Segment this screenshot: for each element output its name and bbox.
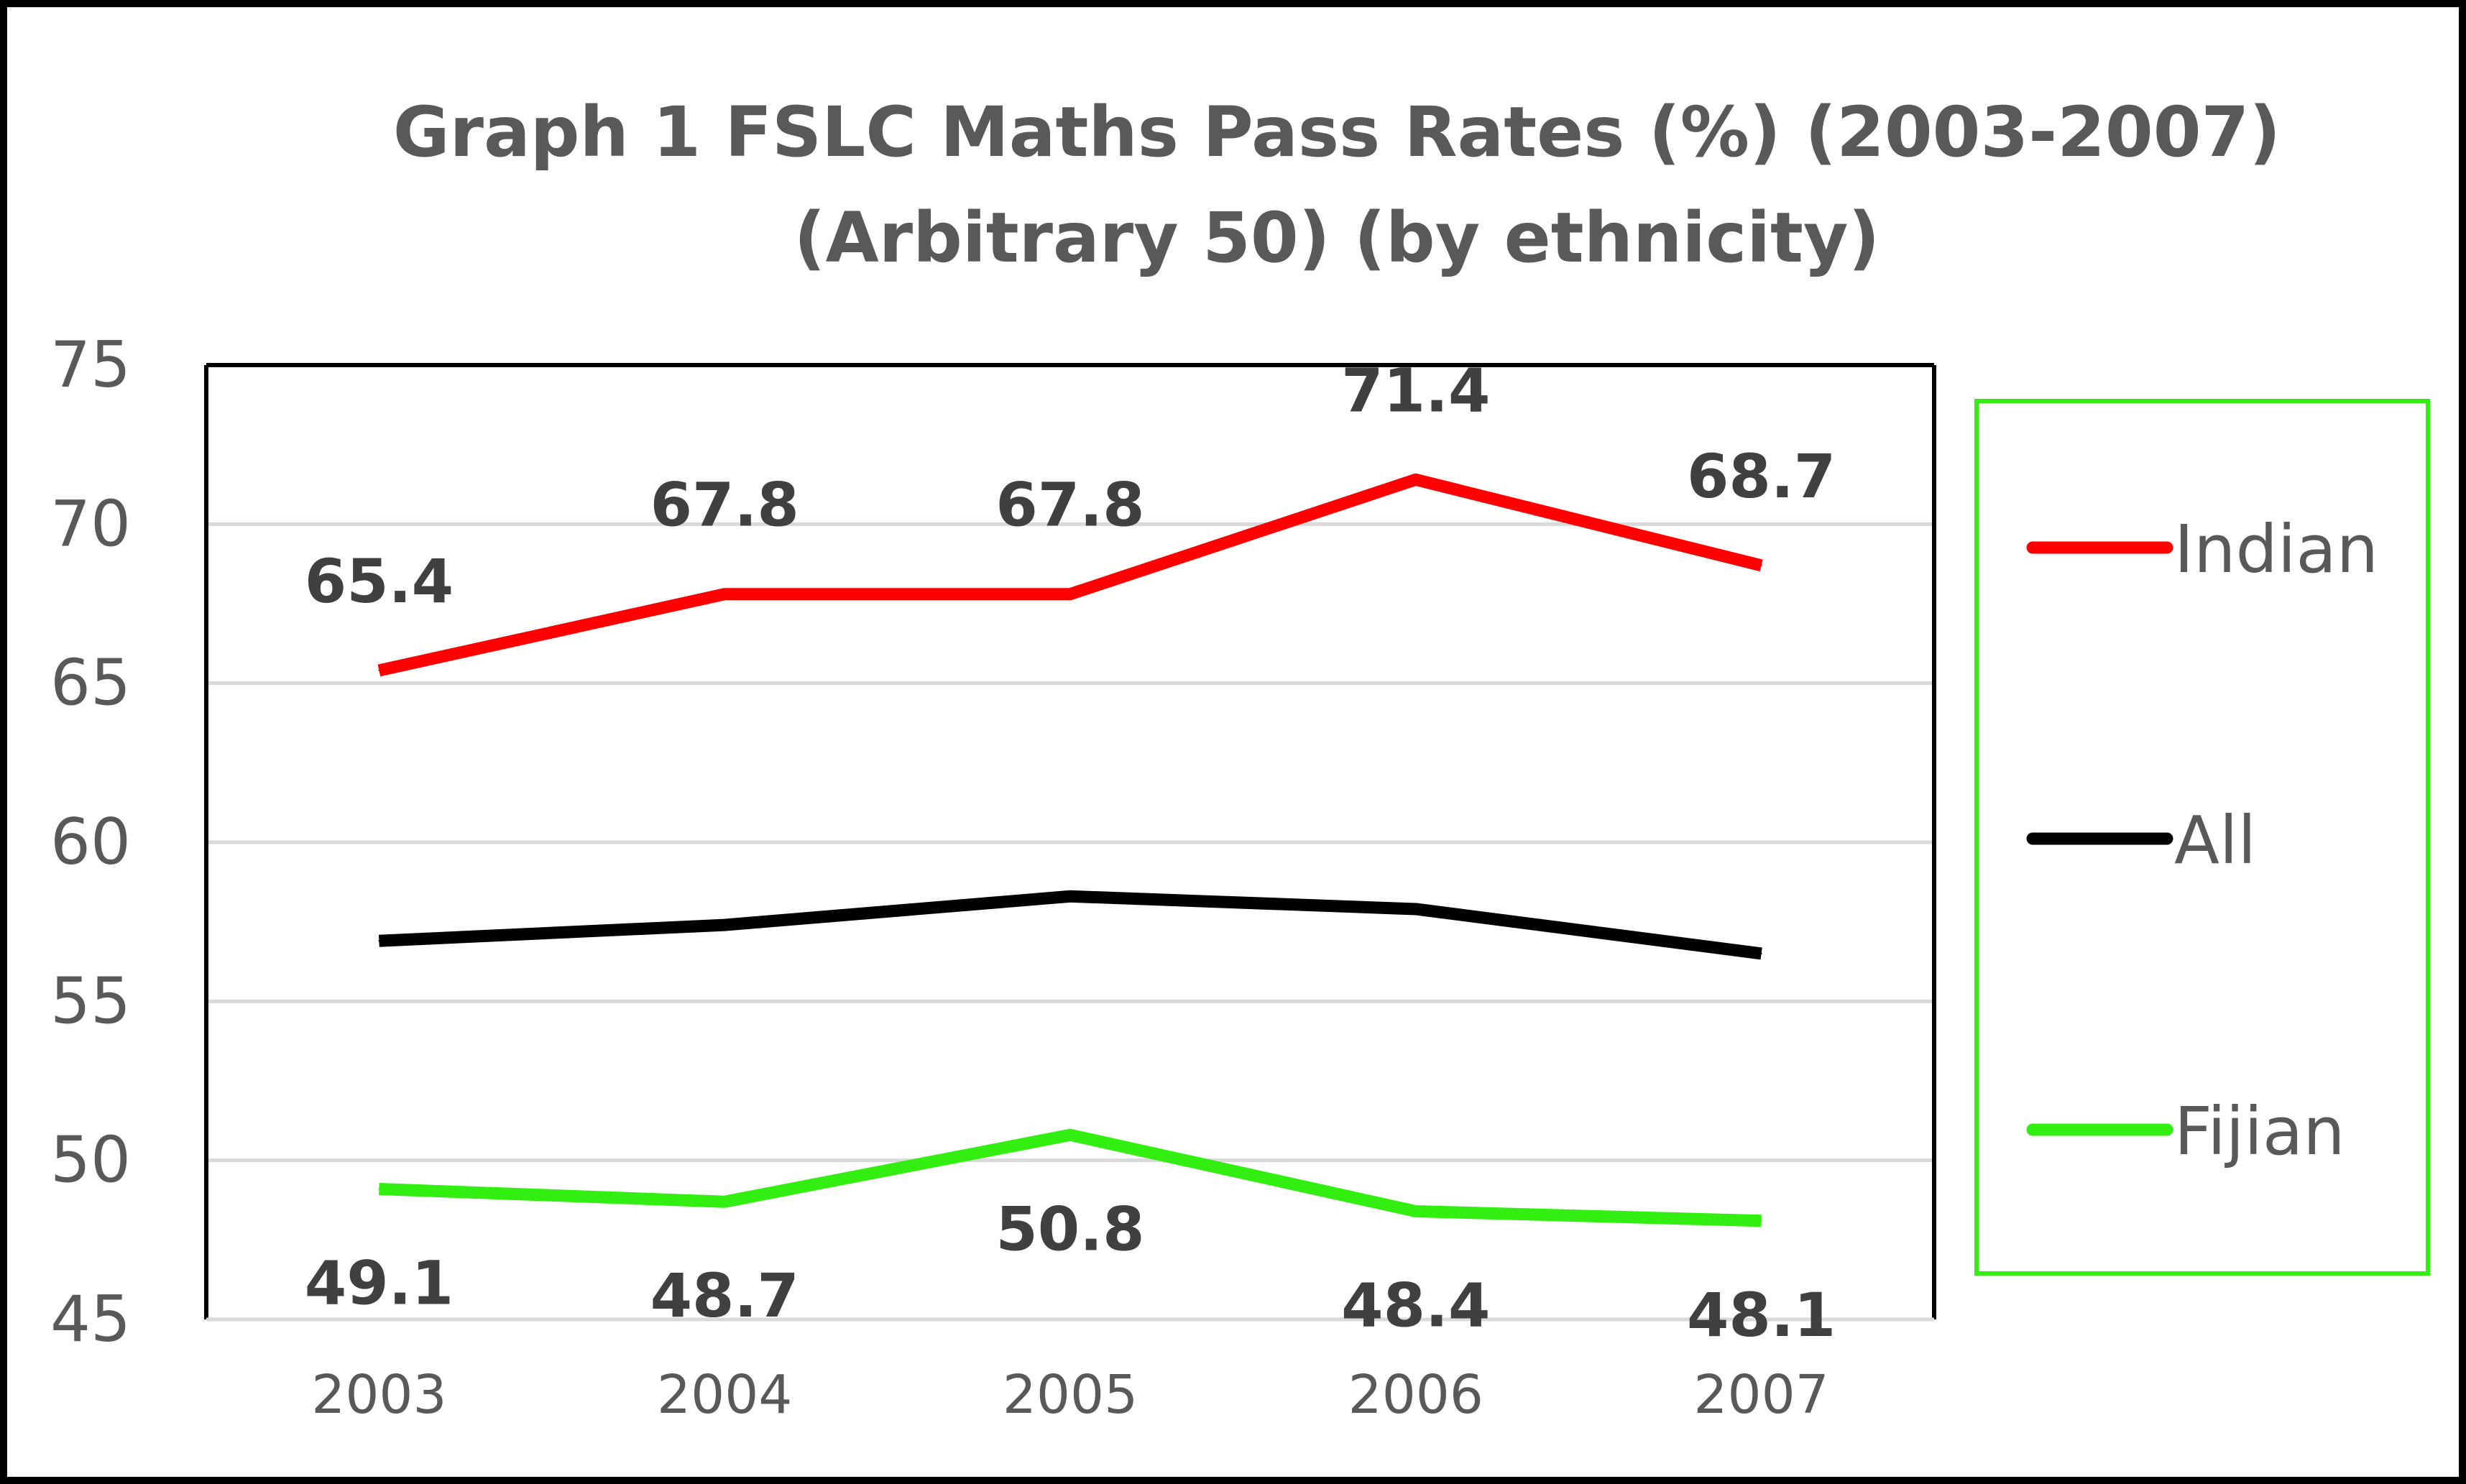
data-point-all — [724, 924, 726, 926]
data-point-indian — [378, 669, 380, 671]
y-tick-label: 50 — [50, 1123, 131, 1197]
chart-title-line-2: (Arbitrary 50) (by ethnicity) — [793, 198, 1880, 278]
data-point-fijian — [1414, 1210, 1417, 1212]
data-point-all — [1069, 895, 1071, 898]
data-point-all — [1414, 908, 1417, 910]
data-point-indian — [1069, 593, 1071, 595]
y-tick-label: 65 — [50, 646, 131, 720]
data-label-indian: 65.4 — [305, 546, 454, 617]
legend-label-all: All — [2174, 802, 2256, 879]
data-label-fijian: 48.7 — [650, 1261, 799, 1331]
data-point-indian — [724, 593, 726, 595]
y-tick-label: 60 — [50, 805, 131, 879]
y-tick-label: 55 — [50, 964, 131, 1038]
x-tick-label: 2004 — [657, 1364, 792, 1426]
legend-label-fijian: Fijian — [2174, 1093, 2345, 1170]
chart-title-line-1: Graph 1 FSLC Maths Pass Rates (%) (2003-… — [392, 92, 2281, 172]
data-point-indian — [1414, 479, 1417, 481]
y-tick-label: 45 — [50, 1282, 131, 1356]
data-label-indian: 68.7 — [1687, 441, 1836, 512]
data-label-fijian: 48.4 — [1341, 1270, 1490, 1340]
data-point-all — [1760, 952, 1762, 954]
data-point-all — [378, 940, 380, 942]
series-line-all — [379, 890, 1762, 960]
y-tick-label: 70 — [50, 487, 131, 561]
data-point-fijian — [1760, 1220, 1762, 1222]
legend-label-indian: Indian — [2174, 511, 2378, 588]
line-chart: 45 50 55 60 65 70 75 2003 2004 2005 2006 2007 65.4 67… — [50, 328, 2430, 1426]
x-tick-label: 2006 — [1348, 1364, 1483, 1426]
x-tick-label: 2007 — [1693, 1364, 1828, 1426]
data-label-indian: 71.4 — [1341, 355, 1490, 425]
data-label-indian: 67.8 — [650, 470, 799, 540]
legend-box — [1974, 399, 2430, 1276]
x-tick-label: 2005 — [1003, 1364, 1138, 1426]
data-point-fijian — [378, 1188, 380, 1190]
data-label-indian: 67.8 — [995, 470, 1144, 540]
y-tick-label: 75 — [50, 328, 131, 402]
data-point-indian — [1760, 564, 1762, 566]
data-label-fijian: 50.8 — [995, 1194, 1144, 1264]
data-label-fijian: 48.1 — [1687, 1280, 1836, 1350]
data-point-fijian — [724, 1201, 726, 1203]
data-label-fijian: 49.1 — [305, 1248, 454, 1319]
data-point-fijian — [1069, 1134, 1071, 1136]
x-tick-label: 2003 — [311, 1364, 446, 1426]
